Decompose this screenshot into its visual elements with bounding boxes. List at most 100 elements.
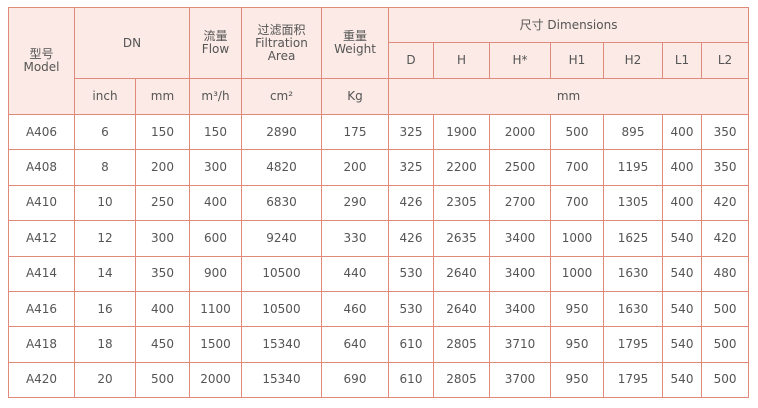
table-cell: 3400 — [489, 220, 551, 257]
table-cell: 325 — [388, 149, 434, 186]
header-text: Filtration — [255, 35, 308, 50]
unit-cell: cm² — [241, 78, 322, 115]
table-cell: 200 — [135, 149, 190, 186]
table-cell: 950 — [550, 326, 604, 363]
table-cell: 400 — [662, 113, 702, 151]
table-cell: A408 — [8, 149, 75, 186]
table-cell: A412 — [8, 220, 75, 257]
table-cell: A418 — [8, 326, 75, 363]
table-cell: 8 — [74, 149, 136, 186]
header-cell: L2 — [700, 42, 750, 79]
table-row: A408 8 200 300 4820 200 325 2200 2500 700 1195 400 3… — [8, 149, 750, 186]
table-body: A406 6 150 150 2890 175 325 1900 2000 500 895 400 35… — [8, 113, 750, 399]
header-cell: 流量 Flow — [189, 7, 242, 79]
table-cell: 610 — [388, 361, 434, 399]
table-cell: 2635 — [433, 220, 490, 257]
table-cell: 400 — [662, 184, 702, 222]
table-row: A420 20 500 2000 15340 690 610 2805 3700 950 1795 5… — [8, 361, 750, 399]
spec-table: 型号 Model DN 流量 Flow 过滤面积 Filtration Area 重量 W… — [8, 7, 750, 399]
table-cell: 9240 — [241, 220, 322, 257]
table-cell: 12 — [74, 220, 136, 257]
table-cell: 1900 — [433, 113, 490, 151]
table-row: A416 16 400 1100 10500 460 530 2640 3400 950 1630 5… — [8, 290, 750, 328]
table-cell: 2305 — [433, 184, 490, 222]
table-cell: 640 — [321, 326, 389, 363]
table-cell: 426 — [388, 220, 434, 257]
header-text: 型号 — [29, 47, 54, 61]
table-cell: 4820 — [241, 149, 322, 186]
header-text: Flow — [201, 42, 230, 56]
table-cell: 200 — [321, 149, 389, 186]
table-cell: 440 — [321, 255, 389, 292]
table-cell: 500 — [135, 361, 190, 399]
table-cell: 500 — [550, 113, 604, 151]
table-cell: 450 — [135, 326, 190, 363]
table-cell: 1195 — [603, 149, 663, 186]
table-cell: 2805 — [433, 326, 490, 363]
table-cell: 950 — [550, 290, 604, 328]
table-cell: 150 — [135, 113, 190, 151]
table-row: A410 10 250 400 6830 290 426 2305 2700 700 1305 400… — [8, 184, 750, 222]
table-cell: 2700 — [489, 184, 551, 222]
table-cell: 330 — [321, 220, 389, 257]
header-cell: H1 — [550, 42, 604, 79]
header-text: 过滤面积 — [257, 22, 306, 37]
table-cell: 400 — [135, 290, 190, 328]
table-cell: 3400 — [489, 255, 551, 292]
table-row: A412 12 300 600 9240 330 426 2635 3400 1000 1625 54… — [8, 220, 750, 257]
table-cell: 3710 — [489, 326, 551, 363]
table-cell: 2000 — [489, 113, 551, 151]
table-cell: 20 — [74, 361, 136, 399]
table-cell: 2640 — [433, 255, 490, 292]
table-cell: 1625 — [603, 220, 663, 257]
table-cell: 16 — [74, 290, 136, 328]
table-cell: 400 — [189, 184, 242, 222]
table-cell: 600 — [189, 220, 242, 257]
table-cell: 2200 — [433, 149, 490, 186]
table-cell: 400 — [662, 149, 702, 186]
header-cell: 重量 Weight — [321, 7, 389, 79]
table-row: A414 14 350 900 10500 440 530 2640 3400 1000 1630 5… — [8, 255, 750, 292]
table-cell: 540 — [662, 290, 702, 328]
table-cell: 1305 — [603, 184, 663, 222]
table-cell: 530 — [388, 290, 434, 328]
table-cell: 1100 — [189, 290, 242, 328]
table-cell: 1795 — [603, 326, 663, 363]
table-cell: 1000 — [550, 255, 604, 292]
header-text: Area — [267, 48, 296, 63]
table-cell: 10 — [74, 184, 136, 222]
table-cell: 250 — [135, 184, 190, 222]
unit-cell: inch — [74, 78, 136, 115]
table-cell: 3400 — [489, 290, 551, 328]
table-cell: A414 — [8, 255, 75, 292]
table-cell: 2000 — [189, 361, 242, 399]
table-cell: 6830 — [241, 184, 322, 222]
header-cell: H2 — [603, 42, 663, 79]
table-cell: 426 — [388, 184, 434, 222]
header-cell: D — [388, 42, 434, 79]
table-cell: 1000 — [550, 220, 604, 257]
table-cell: 15340 — [241, 326, 322, 363]
header-cell: 尺寸 Dimensions — [387, 7, 750, 43]
table-cell: 895 — [603, 113, 663, 151]
table-cell: 700 — [550, 149, 604, 186]
table-cell: 3700 — [489, 361, 551, 399]
table-cell: 950 — [550, 361, 604, 399]
table-cell: 175 — [321, 113, 389, 151]
table-cell: 1795 — [603, 361, 663, 399]
table-cell: 290 — [321, 184, 389, 222]
table-cell: 480 — [700, 255, 750, 292]
header-text: Model — [23, 60, 60, 74]
table-cell: 1630 — [603, 290, 663, 328]
header-cell: 型号 Model — [8, 7, 75, 115]
table-row: A406 6 150 150 2890 175 325 1900 2000 500 895 400 35… — [8, 113, 750, 151]
table-cell: 690 — [321, 361, 389, 399]
table-cell: 350 — [700, 149, 750, 186]
table-cell: 420 — [700, 220, 750, 257]
table-cell: 700 — [550, 184, 604, 222]
table-cell: 2500 — [489, 149, 551, 186]
table-cell: 1500 — [189, 326, 242, 363]
header-cell: L1 — [662, 42, 702, 79]
header-text: 重量 — [342, 29, 367, 43]
